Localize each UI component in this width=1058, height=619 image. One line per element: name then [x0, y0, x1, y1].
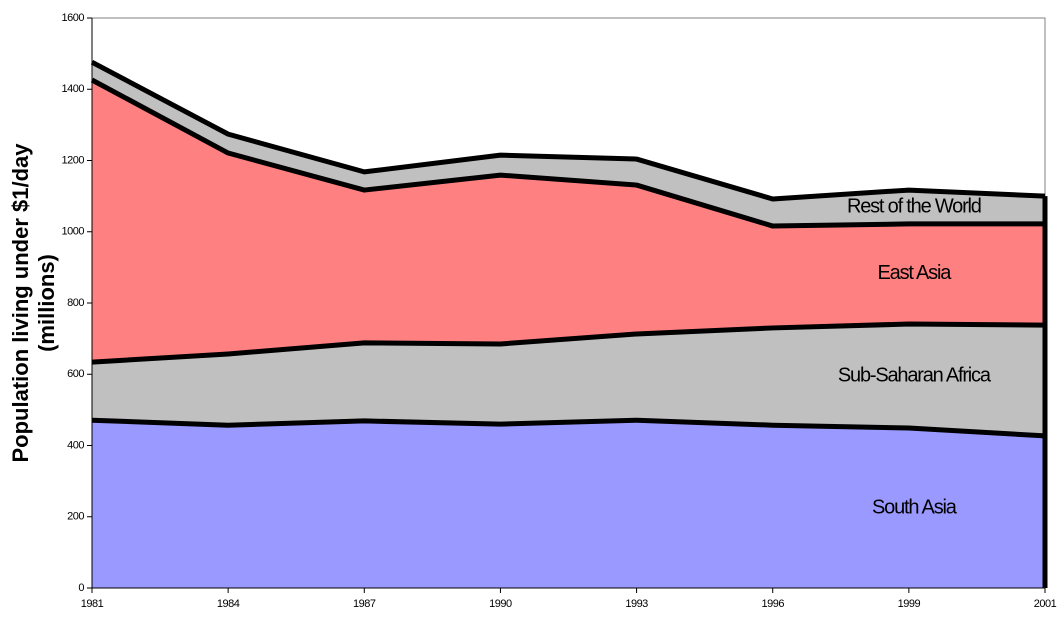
- area: [92, 324, 1045, 436]
- y-axis-title: Population living under $1/day: [8, 143, 33, 463]
- series-label: South Asia: [872, 496, 958, 518]
- x-tick-label: 2001: [1034, 598, 1057, 610]
- area: [92, 420, 1045, 588]
- y-tick-label: 1600: [62, 12, 85, 24]
- y-tick-label: 0: [78, 582, 84, 594]
- area: [92, 62, 1045, 227]
- x-tick-label: 1987: [353, 598, 376, 610]
- y-tick-label: 600: [67, 368, 84, 380]
- x-tick-label: 1996: [761, 598, 784, 610]
- x-tick-label: 1984: [217, 598, 240, 610]
- x-tick-label: 1999: [898, 598, 921, 610]
- x-tick-label: 1981: [81, 598, 104, 610]
- x-tick-label: 1990: [489, 598, 512, 610]
- y-axis-title: (millions): [34, 254, 59, 352]
- series-label: Rest of the World: [847, 195, 981, 217]
- y-tick-label: 1000: [62, 226, 85, 238]
- area-outline: [90, 59, 1046, 202]
- y-tick-label: 800: [67, 297, 84, 309]
- area-outline: [90, 77, 1045, 229]
- area-outline: [91, 417, 1046, 439]
- series-label: East Asia: [878, 262, 953, 284]
- y-tick-label: 200: [67, 511, 84, 523]
- area-outline: [91, 321, 1046, 365]
- x-tick-label: 1993: [625, 598, 648, 610]
- y-tick-label: 1400: [62, 83, 85, 95]
- series-label: Sub-Saharan Africa: [838, 364, 992, 386]
- area: [92, 79, 1045, 363]
- y-tick-label: 1200: [62, 154, 85, 166]
- y-tick-label: 400: [67, 439, 84, 451]
